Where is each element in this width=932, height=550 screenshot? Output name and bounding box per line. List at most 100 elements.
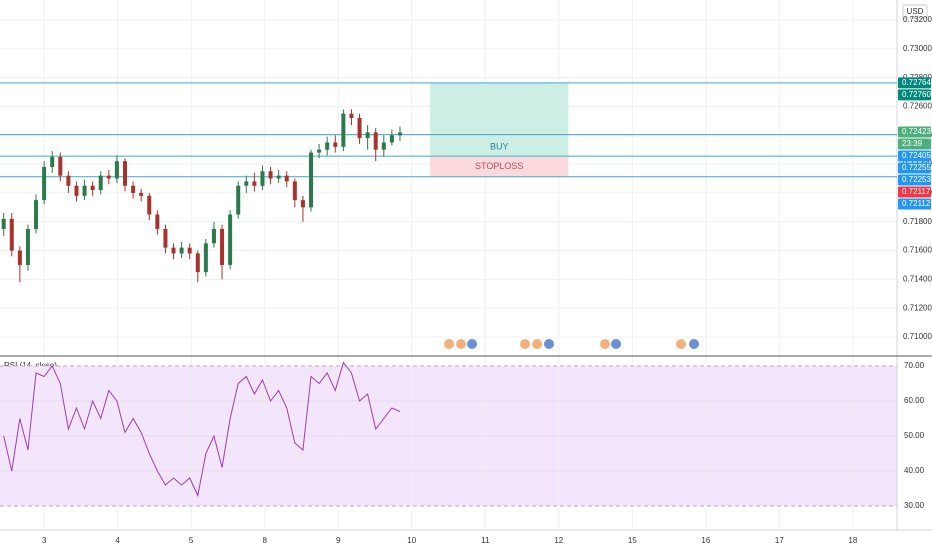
price-label: 23:39 bbox=[902, 139, 923, 148]
candle-body bbox=[381, 142, 386, 150]
candle-body bbox=[211, 228, 216, 244]
candle-body bbox=[17, 250, 22, 265]
x-tick-label: 5 bbox=[189, 536, 194, 545]
candle-body bbox=[203, 243, 208, 273]
x-tick-label: 12 bbox=[554, 536, 563, 545]
x-tick-label: 11 bbox=[481, 536, 490, 545]
x-tick-label: 4 bbox=[115, 536, 120, 545]
candle-body bbox=[66, 175, 71, 186]
x-tick-label: 17 bbox=[775, 536, 784, 545]
candle-body bbox=[9, 218, 14, 251]
buy-label: BUY bbox=[490, 142, 509, 152]
candle-body bbox=[333, 142, 338, 147]
candle-body bbox=[42, 166, 47, 201]
candle-body bbox=[357, 117, 362, 139]
price-label: 0.72764 bbox=[902, 78, 931, 87]
y-tick-label: 0.72600 bbox=[903, 102, 932, 111]
candle-body bbox=[365, 132, 370, 139]
candle-body bbox=[179, 247, 184, 254]
candle-body bbox=[389, 135, 394, 143]
price-label-box bbox=[898, 186, 931, 198]
candle-body bbox=[58, 156, 63, 176]
rsi-tick-label: 40.00 bbox=[904, 466, 925, 475]
candle-body bbox=[397, 132, 402, 136]
price-label: 0.72405 bbox=[902, 151, 931, 160]
x-tick-label: 18 bbox=[848, 536, 857, 545]
candle-body bbox=[74, 185, 79, 196]
price-label-box bbox=[898, 138, 931, 150]
y-tick-label: 0.72800 bbox=[903, 73, 932, 82]
price-label: 0.72253 bbox=[902, 175, 931, 184]
candle-body bbox=[244, 181, 249, 186]
candle-body bbox=[284, 175, 289, 182]
candle-body bbox=[300, 200, 305, 208]
candle-body bbox=[90, 185, 95, 191]
candle-body bbox=[163, 228, 168, 248]
candle-body bbox=[228, 214, 233, 265]
candle-body bbox=[317, 149, 322, 153]
rsi-tick-label: 60.00 bbox=[904, 396, 925, 405]
candle-body bbox=[147, 195, 152, 215]
y-tick-label: 0.73200 bbox=[903, 15, 932, 24]
currency-box[interactable] bbox=[902, 4, 928, 19]
stoploss-label: STOPLOSS bbox=[475, 161, 523, 171]
candle-body bbox=[106, 175, 111, 179]
price-label-box bbox=[898, 198, 931, 210]
candle-body bbox=[276, 175, 281, 179]
candle-body bbox=[309, 152, 314, 208]
price-label: 0.72112 bbox=[902, 199, 931, 208]
x-tick-label: 8 bbox=[262, 536, 267, 545]
price-label-box bbox=[898, 150, 931, 162]
x-tick-label: 9 bbox=[336, 536, 341, 545]
price-label-box bbox=[898, 162, 931, 174]
currency: USD bbox=[907, 7, 924, 16]
candle-body bbox=[349, 113, 354, 118]
y-tick-label: 0.71000 bbox=[903, 332, 932, 341]
price-label: 0.72423 bbox=[902, 127, 931, 136]
x-tick-label: 15 bbox=[628, 536, 637, 545]
candle-body bbox=[292, 181, 297, 201]
candle-body bbox=[341, 113, 346, 147]
candle-body bbox=[252, 181, 257, 186]
y-tick-label: 0.71800 bbox=[903, 217, 932, 226]
rsi-tick-label: 70.00 bbox=[904, 361, 925, 370]
price-label-box bbox=[898, 174, 931, 186]
rsi-tick-label: 50.00 bbox=[904, 431, 925, 440]
price-label-box bbox=[898, 126, 931, 138]
candle-body bbox=[34, 200, 39, 229]
candle-body bbox=[260, 171, 265, 186]
candle-body bbox=[1, 218, 6, 229]
y-tick-label: 0.71200 bbox=[903, 303, 932, 312]
candle-body bbox=[220, 228, 225, 265]
candle-body bbox=[122, 161, 127, 186]
price-label-box bbox=[898, 77, 931, 89]
candle-body bbox=[114, 161, 119, 179]
price-label-box bbox=[898, 89, 931, 101]
candle-body bbox=[187, 247, 192, 254]
rsi-line bbox=[3, 361, 401, 498]
candle-body bbox=[50, 156, 55, 167]
candle-body bbox=[325, 142, 330, 150]
price-label: 0.72760 bbox=[902, 90, 931, 99]
candle-body bbox=[139, 192, 144, 196]
event-icons bbox=[444, 339, 699, 349]
candle-body bbox=[131, 185, 136, 193]
price-label: 0.72117 bbox=[902, 187, 931, 196]
candle-body bbox=[155, 214, 160, 229]
x-tick-label: 10 bbox=[407, 536, 416, 545]
candle-body bbox=[25, 228, 30, 265]
candle-body bbox=[195, 253, 200, 273]
candle-body bbox=[98, 175, 103, 191]
candle-body bbox=[373, 132, 378, 150]
candle-body bbox=[268, 171, 273, 179]
candle-body bbox=[171, 247, 176, 254]
rsi-tick-label: 30.00 bbox=[904, 501, 925, 510]
y-tick-label: 0.71400 bbox=[903, 274, 932, 283]
candle-body bbox=[82, 185, 87, 196]
stop-loss-zone bbox=[430, 156, 569, 177]
candle-body bbox=[236, 185, 241, 215]
x-tick-label: 16 bbox=[701, 536, 710, 545]
price-label: 0.72255 bbox=[902, 163, 931, 172]
take-profit-zone bbox=[430, 82, 569, 157]
